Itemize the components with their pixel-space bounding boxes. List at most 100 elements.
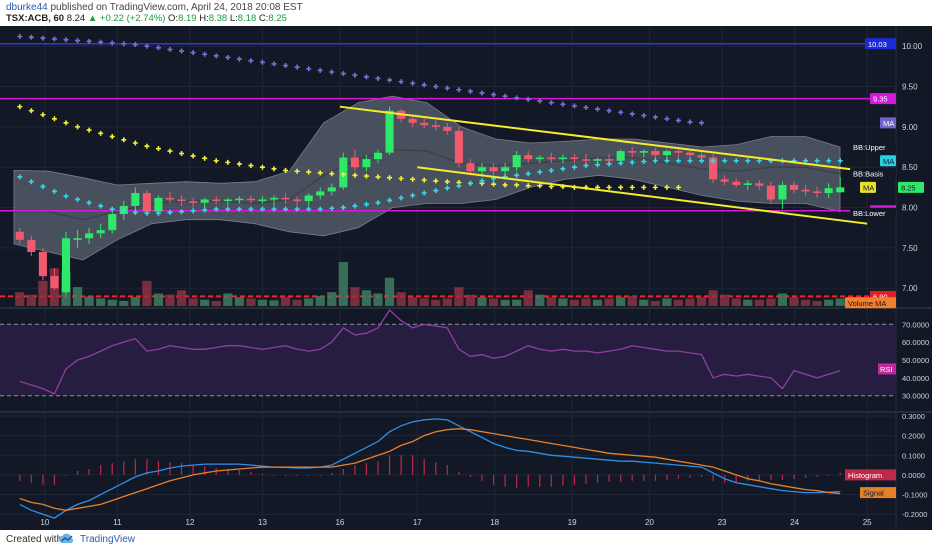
macd-tick-label: 0.3000 [902,412,925,421]
candle-body [189,201,198,203]
histogram-bar [157,461,160,475]
bollinger-band [13,95,841,261]
volume-bar [188,298,198,306]
price-tick-label: 8.50 [902,163,918,172]
price-tag-bg [880,117,896,129]
psar-cross [814,158,820,164]
ohlc-low-label: L: [229,13,238,24]
x-tick-label: 24 [790,518,799,527]
publisher-link[interactable]: dburke44 [6,2,48,13]
psar-cross [387,77,393,83]
psar-cross [756,158,762,164]
psar-cross [306,169,312,175]
psar-cross [733,158,739,164]
candle-body [512,155,521,168]
candle-body [489,167,498,172]
volume-bar [581,298,591,306]
candle-body [535,157,544,160]
histogram-bar [42,474,44,485]
psar-cross [652,114,658,120]
psar-cross [525,183,531,189]
chart-footer: Created with TradingView [0,530,932,550]
volume-bar [304,298,314,306]
psar-cross [803,158,809,164]
psar-cross [213,206,219,212]
volume-bar [812,300,822,306]
candle-body [350,157,359,168]
psar-cross [837,158,843,164]
psar-cross [618,160,624,166]
candle-body [281,197,290,200]
histogram-bar [273,474,275,476]
price-tag-label: 9.35 [873,95,888,104]
psar-cross [144,143,150,149]
candle-body [628,151,637,153]
psar-cross [329,205,335,211]
ohlc-high-label: H: [199,13,209,24]
histogram-bar [573,474,576,485]
histogram-bar [53,474,56,485]
x-tick-label: 13 [258,518,267,527]
psar-cross [155,210,161,216]
histogram-bar [319,474,321,476]
histogram-bar [620,474,622,482]
psar-cross [456,87,462,93]
psar-cross [456,183,462,189]
psar-cross [248,163,254,169]
psar-cross [259,164,265,170]
last-price: 8.24 [66,13,86,24]
psar-cross [86,127,92,133]
histogram-bar [65,474,67,476]
psar-cross [340,205,346,211]
psar-cross [410,192,416,198]
macd-line [19,418,841,519]
psar-cross [167,148,173,154]
ohlc-open-label: O: [168,13,179,24]
x-tick-label: 25 [863,518,872,527]
candle-body [443,126,452,131]
psar-cross [294,168,300,174]
psar-cross [629,159,635,165]
volume-bar [200,299,210,306]
psar-cross [502,182,508,188]
price-tag-bg [880,155,896,167]
psar-cross [514,172,520,178]
tradingview-brand[interactable]: TradingView [80,534,136,545]
price-tag-label: Volume MA [848,299,886,308]
candle-body [15,231,24,240]
psar-cross [641,184,647,190]
psar-cross [294,64,300,70]
volume-bar [269,300,279,306]
psar-cross [121,137,127,143]
publish-info: dburke44 published on TradingView.com, A… [6,2,303,13]
psar-cross [213,158,219,164]
chart-area[interactable]: 10 11 12 13 16 17 18 19 20 23 24 25 10.00 9.50 9.00 8.5… [0,26,932,530]
candle-body [316,191,325,196]
histogram-bar [400,455,402,475]
volume-bar [592,299,603,306]
psar-cross [629,111,635,117]
candle-body [327,187,336,192]
price-tick-label: 7.00 [902,284,918,293]
histogram-bar [412,455,414,475]
chart-canvas[interactable]: 10 11 12 13 16 17 18 19 20 23 24 25 10.00 9.50 9.00 8.5… [0,26,932,530]
psar-cross [398,79,404,85]
histogram-bar [134,459,136,475]
histogram-bar [88,469,90,475]
volume-bar [766,298,776,306]
volume-bar [384,277,395,306]
histogram-bar [100,465,102,475]
psar-cross [132,42,138,48]
histogram-bar [689,474,691,478]
candle-body [639,151,648,153]
volume-bar [639,299,649,306]
histogram-bar [342,469,344,475]
psar-cross [537,183,543,189]
price-tick-label: 9.00 [902,123,918,132]
volume-bar [835,298,845,306]
histogram-bar [654,474,656,481]
volume-bar [130,297,140,306]
psar-cross [444,185,450,191]
volume-bar [754,299,764,306]
psar-cross [248,58,254,64]
